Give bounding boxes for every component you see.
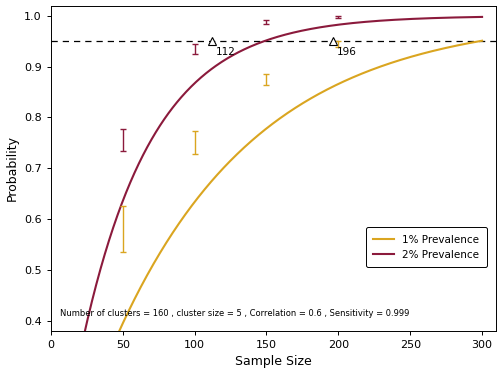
Text: Number of clusters = 160 , cluster size = 5 , Correlation = 0.6 , Sensitivity = : Number of clusters = 160 , cluster size … xyxy=(60,309,408,318)
X-axis label: Sample Size: Sample Size xyxy=(235,355,312,368)
Text: 196: 196 xyxy=(336,47,356,57)
Y-axis label: Probability: Probability xyxy=(6,135,19,201)
Text: 112: 112 xyxy=(216,47,235,57)
Legend: 1% Prevalence, 2% Prevalence: 1% Prevalence, 2% Prevalence xyxy=(365,227,486,267)
